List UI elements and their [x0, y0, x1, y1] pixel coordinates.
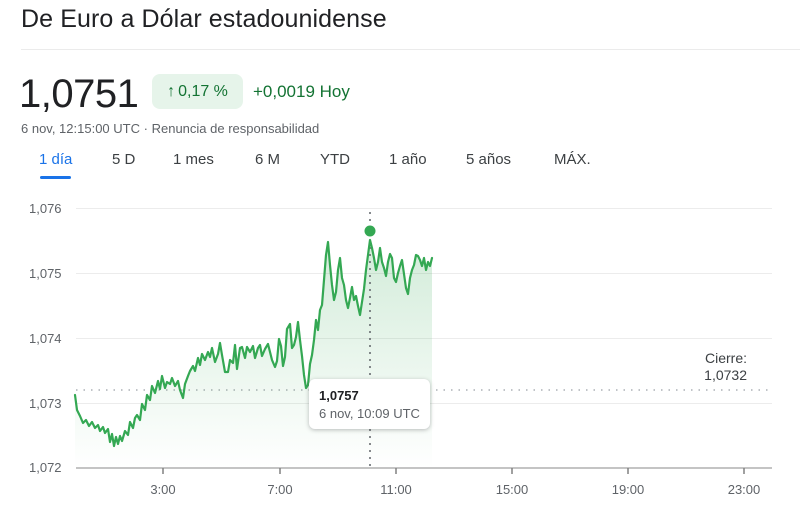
tooltip-time: 6 nov, 10:09 UTC [319, 406, 420, 421]
close-value: 1,0732 [704, 367, 747, 383]
y-tick-1073: 1,073 [29, 396, 62, 411]
x-axis-ticks [162, 468, 745, 474]
change-percent: 0,17 % [178, 82, 228, 100]
tab-1-month[interactable]: 1 mes [173, 151, 214, 168]
page-title: De Euro a Dólar estadounidense [21, 5, 387, 33]
tab-1-year[interactable]: 1 año [389, 151, 427, 168]
previous-close-label: Cierre: 1,0732 [660, 350, 747, 384]
tab-5-days[interactable]: 5 D [112, 151, 136, 168]
current-price: 1,0751 [19, 72, 139, 116]
close-label-text: Cierre: [704, 350, 747, 366]
y-tick-1076: 1,076 [29, 201, 62, 216]
tab-max[interactable]: MÁX. [554, 151, 591, 168]
timestamp-line: 6 nov, 12:15:00 UTC · Renuncia de respon… [21, 121, 319, 136]
change-value: +0,0019 Hoy [253, 82, 350, 101]
arrow-up-icon: ↑ [167, 82, 176, 100]
price-chart[interactable]: 1,076 1,075 1,074 1,073 1,072 3:00 7:00 … [0, 190, 800, 513]
title-divider [21, 49, 800, 50]
change-percent-badge: ↑ 0,17 % [152, 74, 243, 109]
hover-point-marker [364, 225, 376, 237]
disclaimer-link[interactable]: Renuncia de responsabilidad [151, 121, 320, 136]
tab-5-years[interactable]: 5 años [466, 151, 512, 168]
timestamp: 6 nov, 12:15:00 UTC [21, 121, 140, 136]
price-line [73, 238, 434, 448]
x-tick-15: 15:00 [495, 482, 529, 497]
x-tick-11: 11:00 [380, 482, 412, 497]
y-tick-1072: 1,072 [29, 460, 62, 475]
tab-ytd[interactable]: YTD [320, 151, 350, 168]
x-tick-19: 19:00 [611, 482, 645, 497]
hover-tooltip: 1,0757 6 nov, 10:09 UTC [309, 379, 430, 429]
separator: · [143, 121, 148, 136]
tab-1-day[interactable]: 1 día [39, 151, 73, 179]
tab-6-months[interactable]: 6 M [255, 151, 281, 168]
y-tick-1075: 1,075 [29, 266, 62, 281]
y-tick-1074: 1,074 [29, 331, 62, 346]
x-tick-7: 7:00 [267, 482, 293, 497]
tooltip-value: 1,0757 [319, 388, 359, 403]
x-tick-23: 23:00 [727, 482, 761, 497]
x-tick-3: 3:00 [150, 482, 176, 497]
